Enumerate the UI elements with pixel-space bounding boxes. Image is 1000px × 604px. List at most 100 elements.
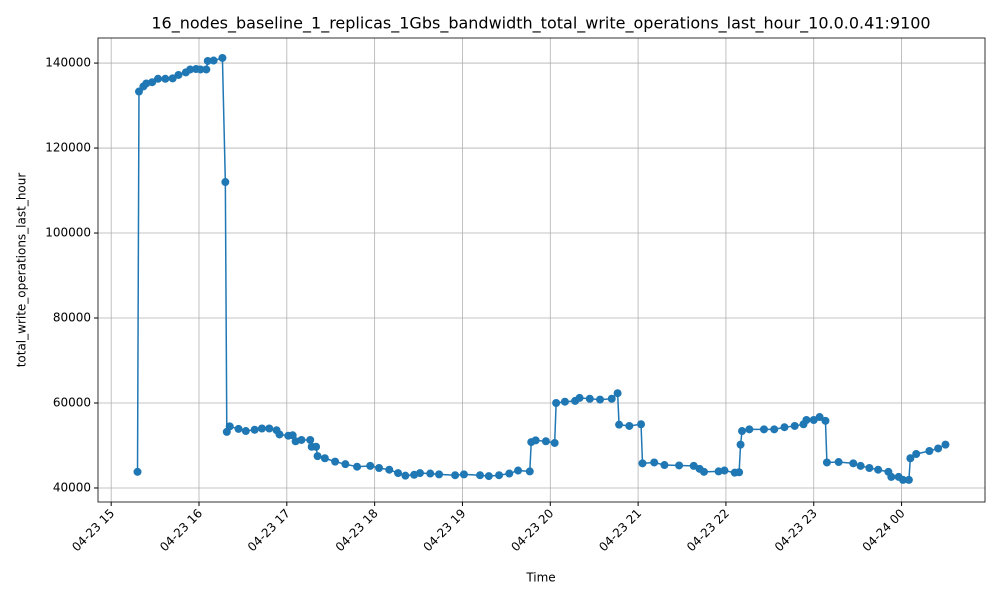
data-point — [660, 461, 669, 470]
data-point — [912, 449, 921, 458]
data-point — [385, 465, 394, 474]
data-point — [265, 424, 274, 433]
data-point — [552, 398, 561, 407]
data-point — [148, 78, 157, 87]
data-point — [196, 65, 205, 74]
y-tick-label: 80000 — [53, 311, 91, 325]
data-point — [541, 437, 550, 446]
data-point — [560, 397, 569, 406]
data-point — [736, 440, 745, 449]
data-point — [241, 427, 250, 436]
data-point — [525, 467, 534, 476]
data-point — [637, 420, 646, 429]
data-point — [815, 413, 824, 422]
data-point — [416, 469, 425, 478]
data-point — [849, 459, 858, 468]
data-point — [202, 65, 211, 74]
data-point — [133, 467, 142, 476]
data-point — [675, 461, 684, 470]
y-tick-label: 120000 — [45, 141, 91, 155]
data-point — [745, 425, 754, 434]
data-point — [459, 470, 468, 479]
data-point — [650, 458, 659, 467]
y-axis-label: total_write_operations_last_hour — [15, 173, 29, 368]
data-point — [550, 438, 559, 447]
data-point — [925, 447, 934, 456]
data-point — [613, 389, 622, 398]
data-point — [770, 425, 779, 434]
y-tick-label: 140000 — [45, 56, 91, 70]
data-point — [531, 436, 540, 445]
data-point — [874, 465, 883, 474]
data-point — [514, 466, 523, 475]
data-point — [451, 471, 460, 480]
data-point — [899, 475, 908, 484]
data-point — [714, 467, 723, 476]
data-point — [297, 435, 306, 444]
data-point — [625, 421, 634, 430]
data-point — [596, 395, 605, 404]
plot-frame — [97, 37, 986, 503]
x-axis-label: Time — [525, 571, 555, 585]
data-point — [484, 472, 493, 481]
data-point — [575, 393, 584, 402]
data-point — [856, 461, 865, 470]
data-point — [186, 65, 195, 74]
data-point — [225, 422, 234, 431]
data-point — [401, 471, 410, 480]
data-point — [375, 464, 384, 473]
data-point — [154, 74, 163, 83]
data-point — [174, 70, 183, 79]
data-point — [585, 394, 594, 403]
data-point — [834, 458, 843, 467]
data-point — [161, 74, 170, 83]
data-point — [638, 459, 647, 468]
data-point — [341, 460, 350, 469]
data-point — [320, 454, 329, 463]
data-point — [865, 464, 874, 473]
data-point — [505, 469, 514, 478]
data-point — [250, 425, 259, 434]
data-point — [168, 74, 177, 83]
data-point — [353, 462, 362, 471]
data-point — [906, 454, 915, 463]
data-point — [934, 444, 943, 453]
data-point — [394, 469, 403, 478]
data-point — [275, 430, 284, 439]
data-point — [720, 466, 729, 475]
data-point — [435, 470, 444, 479]
data-point — [738, 427, 747, 436]
data-point — [904, 475, 913, 484]
data-point — [218, 53, 227, 62]
data-point — [312, 442, 321, 451]
data-point — [426, 469, 435, 478]
data-point — [209, 56, 218, 65]
chart-title: 16_nodes_baseline_1_replicas_1Gbs_bandwi… — [151, 14, 930, 34]
data-point — [331, 457, 340, 466]
data-point — [495, 471, 504, 480]
data-point — [735, 468, 744, 477]
data-point — [941, 440, 950, 449]
data-point — [203, 56, 212, 65]
y-tick-label: 100000 — [45, 226, 91, 240]
data-point — [699, 467, 708, 476]
y-tick-label: 40000 — [53, 480, 91, 494]
data-point — [366, 461, 375, 470]
data-point — [802, 415, 811, 424]
data-point — [221, 178, 230, 187]
data-point — [790, 421, 799, 430]
data-point — [759, 425, 768, 434]
data-point — [234, 424, 243, 433]
y-tick-label: 60000 — [53, 395, 91, 409]
data-point — [288, 431, 297, 440]
data-point — [821, 416, 830, 425]
data-point — [313, 452, 322, 461]
data-point — [887, 472, 896, 481]
data-point — [476, 471, 485, 480]
data-point — [257, 424, 266, 433]
data-point — [780, 423, 789, 432]
data-point — [615, 420, 624, 429]
data-point — [306, 435, 315, 444]
data-point — [822, 458, 831, 467]
